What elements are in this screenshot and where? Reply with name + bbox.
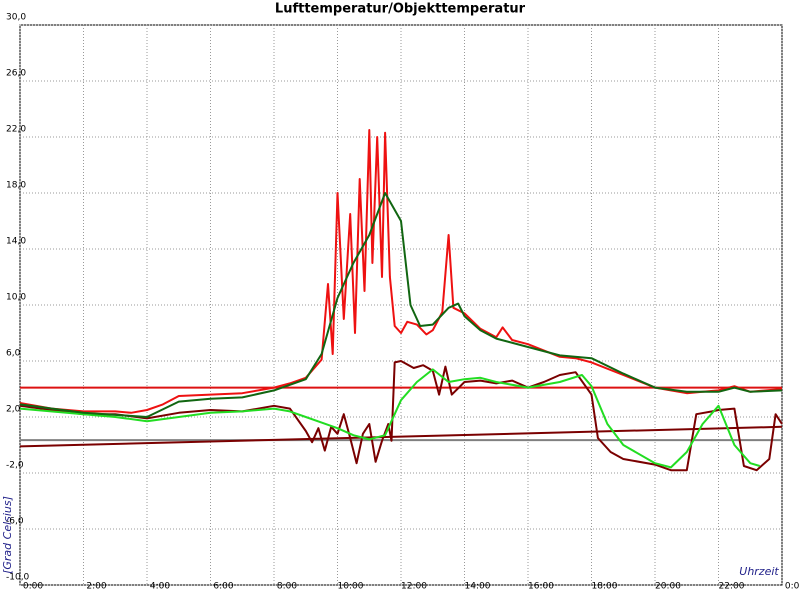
y-tick-label: 10,0 xyxy=(6,293,26,303)
x-tick-label: 4:00 xyxy=(150,582,170,592)
x-tick-label: 0:00 xyxy=(23,582,43,592)
data-line xyxy=(19,368,761,469)
data-line xyxy=(19,129,783,414)
x-tick-label: 18:00 xyxy=(592,582,618,592)
y-axis-label: [Grad Celsius] xyxy=(1,496,14,574)
x-tick-label: 8:00 xyxy=(277,582,297,592)
y-tick-label: 30,0 xyxy=(6,13,26,23)
x-tick-label: 10:00 xyxy=(338,582,364,592)
chart-title: Lufttemperatur/Objekttemperatur xyxy=(275,2,526,17)
data-line xyxy=(19,360,783,472)
x-tick-label: 2:00 xyxy=(86,582,106,592)
x-axis-label: Uhrzeit xyxy=(739,565,779,578)
y-tick-label: 26,0 xyxy=(6,69,26,79)
y-tick-label: -10,0 xyxy=(6,573,30,583)
x-tick-label: 6:00 xyxy=(213,582,233,592)
x-tick-label: 22:00 xyxy=(719,582,745,592)
y-tick-label: -2,0 xyxy=(6,461,24,471)
y-tick-label: 2,0 xyxy=(6,405,21,415)
x-tick-label: 20:00 xyxy=(655,582,681,592)
y-tick-label: 18,0 xyxy=(6,181,26,191)
y-tick-label: 14,0 xyxy=(6,237,26,247)
x-tick-label: 12:00 xyxy=(401,582,427,592)
data-line xyxy=(19,425,783,448)
y-tick-label: -6,0 xyxy=(6,517,24,527)
x-tick-label: 0:00 xyxy=(785,582,800,592)
y-tick-label: 22,0 xyxy=(6,125,26,135)
x-tick-label: 16:00 xyxy=(528,582,554,592)
x-tick-label: 14:00 xyxy=(465,582,491,592)
data-line xyxy=(19,192,783,418)
y-tick-label: 6,0 xyxy=(6,349,21,359)
